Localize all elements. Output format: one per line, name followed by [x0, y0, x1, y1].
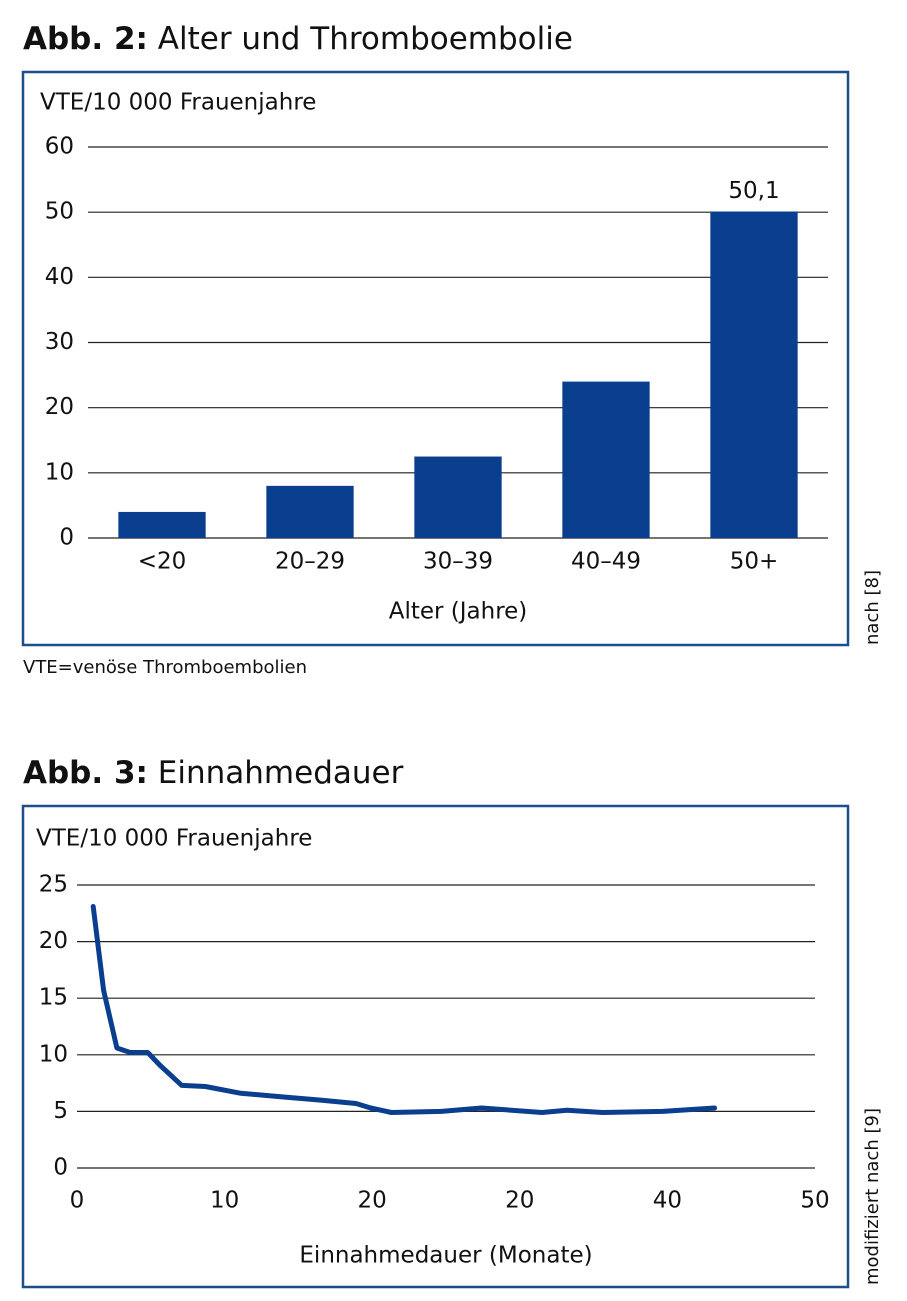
title-prefix: Abb. 2: [23, 21, 148, 57]
frame [21, 804, 850, 1289]
y-tick-label: 10 [39, 1041, 68, 1067]
source: nach [8] [862, 570, 883, 645]
value-label: 50,1 [728, 178, 779, 204]
y-axis-label: VTE/10 000 Frauenjahre [36, 826, 312, 852]
frame [21, 70, 850, 647]
y-tick-label: 0 [59, 525, 74, 551]
y-tick-label: 10 [45, 459, 74, 485]
y-tick-label: 30 [45, 329, 74, 355]
title-prefix: Abb. 3: [23, 755, 148, 791]
x-tick-label: 40–49 [571, 549, 641, 575]
y-axis-label: VTE/10 000 Frauenjahre [40, 90, 316, 116]
x-tick-label: 0 [70, 1188, 85, 1214]
x-tick-label: 20 [505, 1188, 534, 1214]
y-tick-label: 60 [45, 134, 74, 160]
y-tick-label: 40 [45, 264, 74, 290]
y-tick-label: 0 [53, 1155, 68, 1181]
source: modifiziert nach [9] [862, 1108, 883, 1285]
x-tick-label: 20 [358, 1188, 387, 1214]
line [90, 904, 718, 1115]
x-axis-label: Einnahmedauer (Monate) [299, 1243, 592, 1269]
x-axis-label: Alter (Jahre) [389, 599, 528, 625]
title-text: Einnahmedauer [158, 755, 404, 791]
y-tick-label: 20 [39, 928, 68, 954]
x-tick-label: 10 [210, 1188, 239, 1214]
chart-title: Abb. 2: Alter und Thromboembolie [23, 21, 573, 57]
x-tick-label: 40 [653, 1188, 682, 1214]
y-tick-label: 5 [53, 1098, 68, 1124]
x-tick-label: <20 [138, 549, 187, 575]
x-tick-label: 20–29 [275, 549, 345, 575]
bar [414, 456, 502, 538]
y-tick-label: 25 [39, 872, 68, 898]
bar [562, 381, 650, 538]
x-tick-label: 30–39 [423, 549, 493, 575]
note: VTE=venöse Thromboembolien [23, 657, 307, 678]
bar [118, 511, 206, 538]
y-tick-label: 50 [45, 199, 74, 225]
bar [266, 485, 354, 538]
title-text: Alter und Thromboembolie [158, 21, 573, 57]
y-tick-label: 15 [39, 985, 68, 1011]
bar [710, 211, 798, 538]
x-tick-label: 50 [800, 1188, 829, 1214]
chart-title: Abb. 3: Einnahmedauer [23, 755, 404, 791]
x-tick-label: 50+ [730, 549, 779, 575]
y-tick-label: 20 [45, 394, 74, 420]
